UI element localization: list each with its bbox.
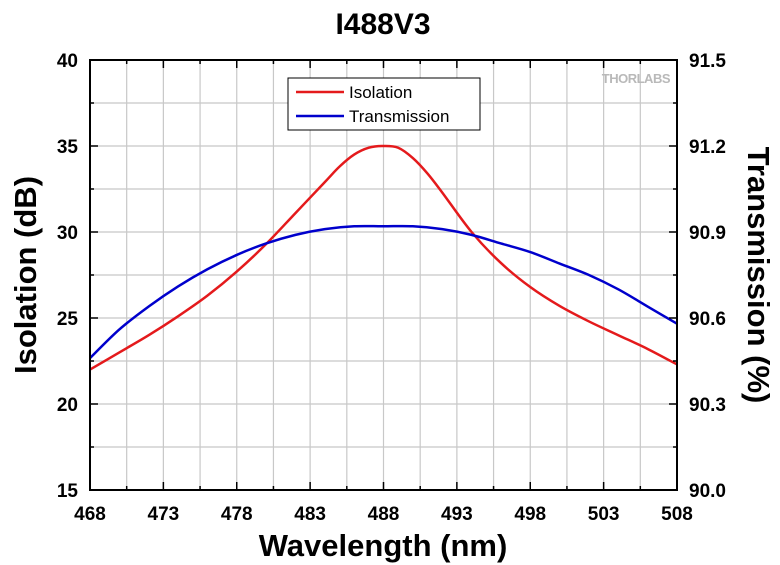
x-tick-label: 493	[441, 504, 473, 525]
y-left-tick-label: 35	[57, 137, 79, 158]
x-tick-label: 478	[221, 504, 253, 525]
y-left-tick-label: 30	[57, 223, 78, 244]
y-axis-right-title: Transmission (%)	[741, 147, 776, 404]
legend-label-transmission: Transmission	[349, 107, 449, 126]
y-right-tick-label: 90.9	[689, 223, 726, 244]
legend-box	[287, 77, 481, 131]
y-left-tick-label: 40	[57, 51, 78, 72]
y-right-tick-label: 90.3	[689, 395, 726, 416]
y-right-tick-label: 91.2	[689, 137, 726, 158]
thorlabs-watermark: THORLABS	[602, 71, 671, 86]
axis-ticks	[89, 59, 678, 491]
x-tick-label: 498	[514, 504, 546, 525]
y-right-tick-label: 90.0	[689, 481, 726, 502]
y-right-tick-label: 90.6	[689, 309, 726, 330]
legend: Isolation Transmission	[287, 77, 481, 131]
x-tick-label: 473	[148, 504, 180, 525]
y-axis-left-title: Isolation (dB)	[8, 176, 43, 374]
chart-title: I488V3	[335, 8, 430, 41]
series-line-transmission	[89, 224, 678, 360]
y-left-tick-label: 25	[57, 309, 79, 330]
y-left-tick-label: 15	[57, 481, 79, 502]
x-tick-label: 503	[588, 504, 620, 525]
x-tick-label: 488	[368, 504, 400, 525]
axis-tick-labels: 468 473 478 483 488 493 498 503 508 15 20 25 30 35 40 9…	[57, 51, 727, 525]
y-left-tick-label: 20	[57, 395, 78, 416]
y-right-tick-label: 91.5	[689, 51, 726, 72]
series-layer	[89, 144, 678, 371]
x-tick-label: 483	[294, 504, 326, 525]
legend-label-isolation: Isolation	[349, 83, 412, 102]
series-line-isolation	[89, 144, 678, 371]
x-axis-title: Wavelength (nm)	[259, 528, 508, 563]
x-tick-label: 468	[74, 504, 106, 525]
x-tick-label: 508	[661, 504, 693, 525]
